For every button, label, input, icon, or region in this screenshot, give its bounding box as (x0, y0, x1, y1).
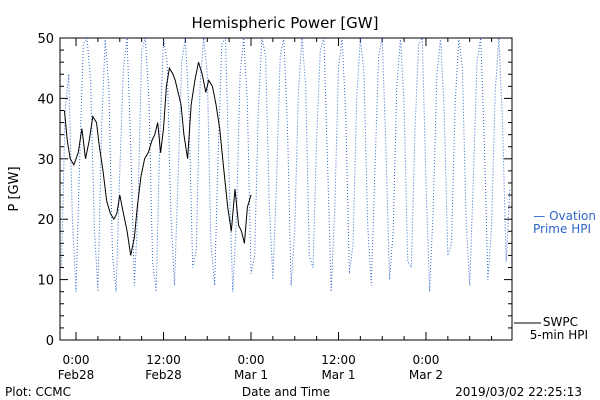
x-tick-label-time: 12:00 (146, 353, 181, 367)
chart-title: Hemispheric Power [GW] (192, 14, 379, 32)
legend-swpc-label: SWPC (543, 315, 578, 329)
legend-swpc-label-line2: 5-min HPI (530, 328, 588, 342)
legend: SWPC 5-min HPI — Ovation Prime HPI (514, 209, 596, 342)
y-tick-label: 30 (37, 153, 54, 168)
series-ovation-line (61, 36, 511, 292)
x-axis-label: Date and Time (242, 385, 330, 399)
legend-ovation-label: — Ovation (533, 209, 596, 223)
y-tick-label: 20 (37, 213, 54, 228)
plot-source: Plot: CCMC (5, 385, 71, 399)
series-ovation-prime (61, 36, 511, 292)
y-axis: 0 10 20 30 40 50 (37, 32, 512, 349)
y-tick-label: 10 (37, 274, 54, 289)
y-axis-label: P [GW] (7, 166, 22, 211)
x-tick-label-date: Mar 1 (234, 368, 268, 382)
x-tick-label-time: 0:00 (412, 353, 439, 367)
plot-area (59, 37, 513, 341)
series-swpc (63, 62, 252, 256)
y-tick-label: 50 (37, 32, 54, 47)
y-tick-label: 0 (46, 334, 54, 349)
y-tick-label: 40 (37, 92, 54, 107)
x-tick-label-date: Mar 2 (409, 368, 443, 382)
legend-ovation-label-line2: Prime HPI (533, 222, 591, 236)
x-tick-label-time: 0:00 (63, 353, 90, 367)
x-tick-label-date: Feb28 (145, 368, 182, 382)
x-tick-label-time: 12:00 (321, 353, 356, 367)
x-tick-label-time: 0:00 (238, 353, 265, 367)
series-swpc-line (63, 62, 252, 256)
x-tick-label-date: Mar 1 (321, 368, 355, 382)
x-tick-label-date: Feb28 (58, 368, 95, 382)
plot-timestamp: 2019/03/02 22:25:13 (455, 385, 582, 399)
